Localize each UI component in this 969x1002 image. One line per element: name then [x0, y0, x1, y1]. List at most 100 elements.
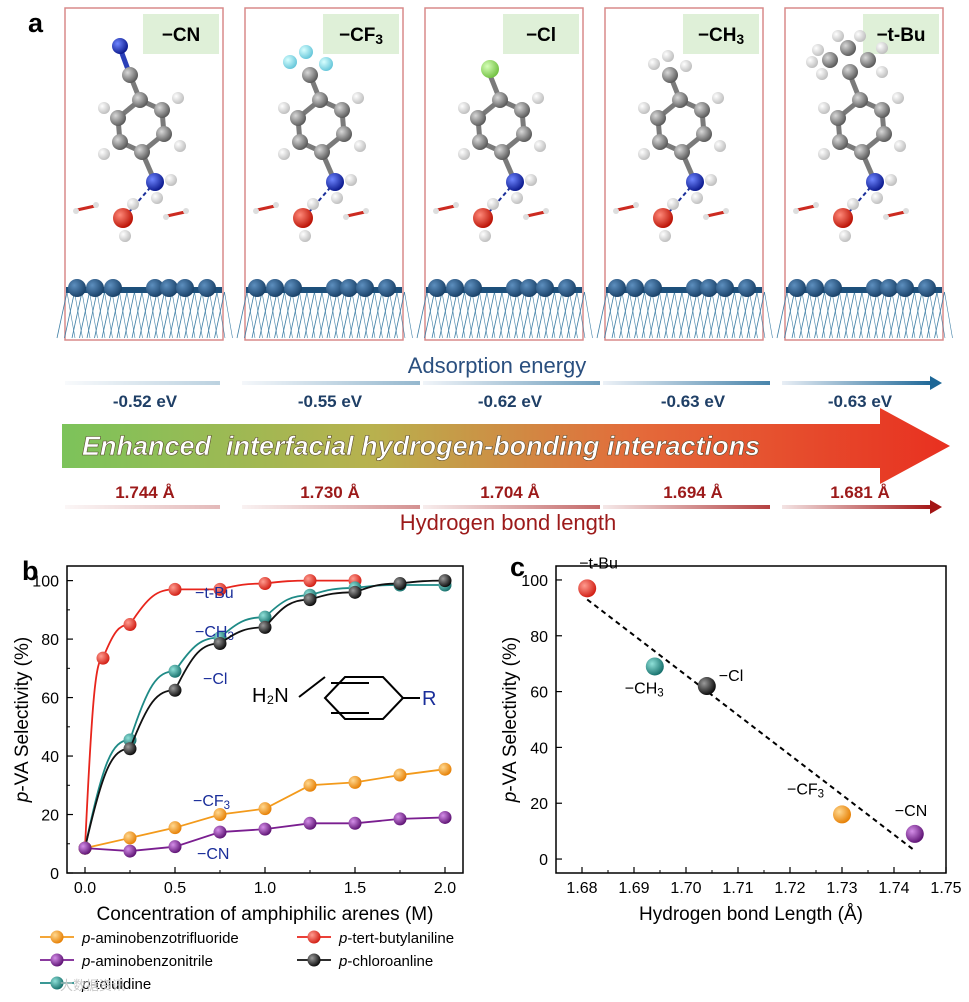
bond-arrow-segment — [242, 505, 420, 509]
point-label: −CN — [895, 803, 927, 820]
molecule-panels: −CN −CF3 −Cl −CH3 −t-Bu — [56, 7, 953, 341]
data-point — [393, 577, 407, 591]
y-tick-label: 20 — [530, 796, 548, 813]
pt-atom — [824, 279, 842, 297]
series: −CN — [78, 810, 452, 863]
x-tick-label: 1.72 — [774, 880, 805, 897]
data-point — [833, 805, 851, 824]
y-tick-label: 0 — [539, 852, 548, 869]
legend-item: p-toluidine — [40, 976, 151, 993]
pt-atom — [266, 279, 284, 297]
data-point — [168, 683, 182, 697]
x-tick-label: 1.0 — [254, 880, 276, 897]
pt-surface — [236, 279, 413, 339]
point-label: −CF3 — [787, 781, 824, 800]
pt-atom — [608, 279, 626, 297]
adsorption-energy-value: -0.63 eV — [661, 392, 726, 411]
x-tick-label: 1.74 — [878, 880, 909, 897]
data-point — [697, 677, 716, 696]
series-label: −CN — [197, 846, 229, 863]
legend-label: p-aminobenzotrifluoride — [81, 930, 239, 947]
x-tick-label: 1.70 — [670, 880, 701, 897]
adsorption-energy-value: -0.55 eV — [298, 392, 363, 411]
pt-atom — [104, 279, 122, 297]
adsorption-arrowhead — [930, 376, 942, 390]
x-tick-label: 1.73 — [826, 880, 857, 897]
molecule-inset: H₂N R — [252, 676, 436, 720]
data-point — [578, 579, 597, 598]
x-tick-label: 2.0 — [434, 880, 456, 897]
molecule-panel: −CH3 — [596, 7, 773, 341]
substituent-label: −CN — [162, 25, 201, 46]
molecule-r-label: R — [422, 688, 436, 710]
data-point — [303, 593, 317, 607]
adsorption-arrow-segment — [603, 381, 770, 385]
bond-arrowhead — [930, 500, 942, 514]
data-point — [123, 844, 137, 858]
data-point — [393, 812, 407, 826]
data-point — [96, 651, 110, 665]
y-tick-label: 100 — [32, 574, 59, 591]
pt-atom — [716, 279, 734, 297]
pt-atom — [284, 279, 302, 297]
substituent-label: −Cl — [526, 25, 556, 46]
pt-atom — [626, 279, 644, 297]
pt-atom — [160, 279, 178, 297]
molecule-panel: −t-Bu — [776, 7, 953, 341]
bond-arrow-segment — [423, 505, 600, 509]
data-point — [123, 742, 137, 756]
bond-arrow-segment — [603, 505, 770, 509]
x-tick-label: 0.0 — [74, 880, 96, 897]
y-tick-label: 0 — [50, 866, 59, 883]
pt-atom — [520, 279, 538, 297]
pt-atom — [446, 279, 464, 297]
data-point — [258, 620, 272, 634]
adsorption-energy-value: -0.63 eV — [828, 392, 893, 411]
molecule-panel: −CN — [56, 7, 233, 341]
bond-arrow-segment — [782, 505, 930, 509]
adsorption-arrow-segment — [423, 381, 600, 385]
pt-atom — [464, 279, 482, 297]
molecule-model — [73, 38, 189, 242]
legend-item: p-tert-butylaniline — [297, 930, 454, 947]
pt-atom — [738, 279, 756, 297]
banner-arrow: Enhanced interfacial hydrogen-bonding in… — [62, 408, 950, 484]
point-label: −CH3 — [625, 680, 664, 699]
data-point — [303, 574, 317, 588]
data-point — [213, 636, 227, 650]
point-label: −t-Bu — [579, 555, 618, 572]
data-point — [258, 577, 272, 591]
x-tick-label: 1.69 — [618, 880, 649, 897]
banner-text: Enhanced interfacial hydrogen-bonding in… — [82, 431, 760, 461]
substituent-label: −CH3 — [698, 25, 745, 47]
pt-atom — [378, 279, 396, 297]
panel-a-label: a — [28, 8, 44, 38]
legend-item: p-aminobenzotrifluoride — [40, 930, 239, 947]
pt-atom — [506, 279, 524, 297]
y-tick-label: 80 — [41, 632, 59, 649]
point-label: −Cl — [719, 668, 743, 685]
adsorption-energy-values: -0.52 eV -0.55 eV -0.62 eV -0.63 eV -0.63 eV — [113, 392, 893, 411]
x-tick-label: 1.71 — [722, 880, 753, 897]
pt-atom — [866, 279, 884, 297]
adsorption-arrow — [65, 376, 942, 390]
pt-atom — [788, 279, 806, 297]
pt-atom — [700, 279, 718, 297]
adsorption-arrow-segment — [242, 381, 420, 385]
pt-atom — [198, 279, 216, 297]
molecule-model — [613, 50, 729, 242]
substituent-label: −CF3 — [339, 25, 383, 47]
molecule-panel: −CF3 — [236, 7, 413, 341]
data-point — [393, 768, 407, 782]
series: −CF3 — [78, 762, 452, 855]
data-point — [168, 664, 182, 678]
panel-b-label: b — [22, 556, 39, 586]
y-axis-label: p-VA Selectivity (%) — [500, 637, 521, 803]
adsorption-energy-value: -0.62 eV — [478, 392, 543, 411]
pt-atom — [356, 279, 374, 297]
pt-atom — [340, 279, 358, 297]
pt-surface — [596, 279, 773, 339]
adsorption-energy-title: Adsorption energy — [408, 353, 587, 378]
pt-atom — [918, 279, 936, 297]
data-point — [213, 825, 227, 839]
